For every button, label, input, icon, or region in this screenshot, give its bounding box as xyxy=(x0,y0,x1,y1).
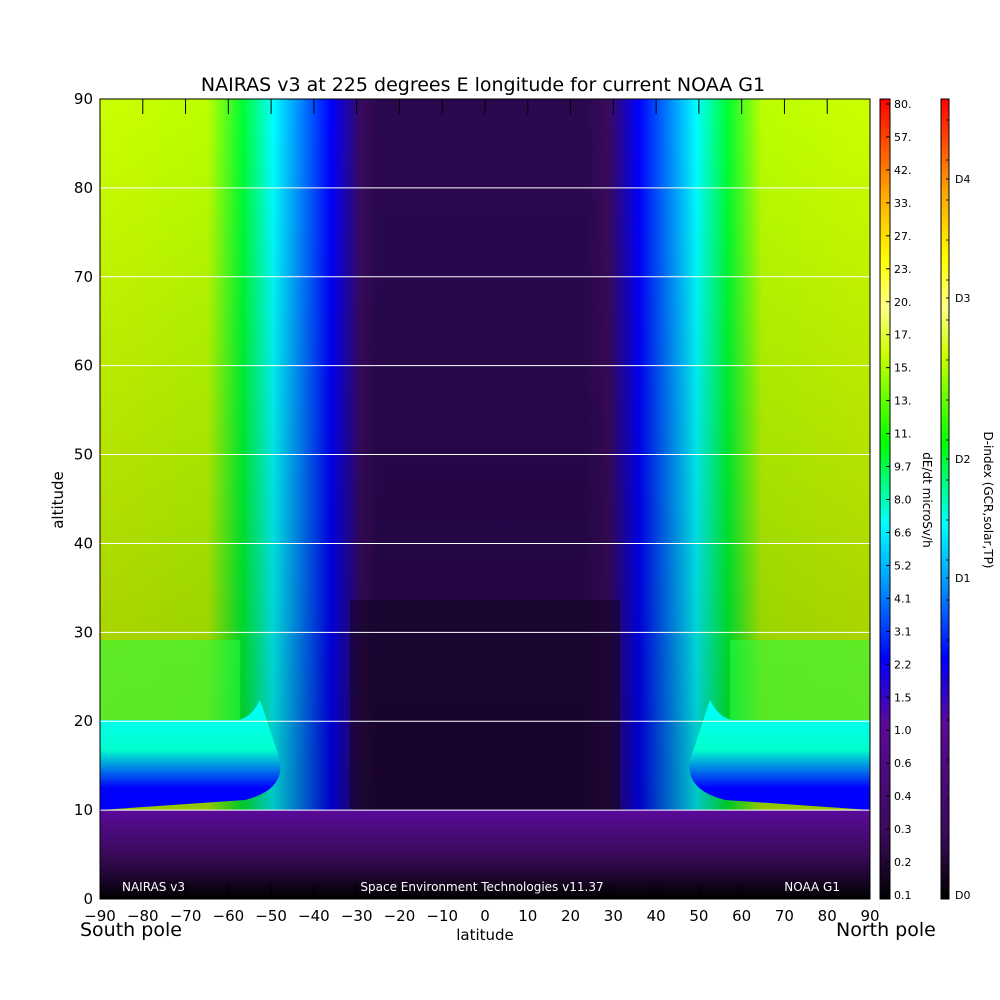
dose-colorbar-tick-label: 1.5 xyxy=(894,691,912,704)
dose-colorbar-tick-label: 11. xyxy=(894,428,912,441)
y-tick-label: 20 xyxy=(74,712,93,730)
dose-colorbar-tick-label: 0.4 xyxy=(894,790,912,803)
dose-colorbar-tick-label: 80. xyxy=(894,98,912,111)
dindex-colorbar-ticks: D0 D1 D2 D3 D4 xyxy=(946,119,970,902)
x-tick-label: −50 xyxy=(255,907,287,925)
dose-colorbar-tick-label: 42. xyxy=(894,164,912,177)
y-tick-label: 40 xyxy=(74,534,93,552)
dose-colorbar-tick-label: 27. xyxy=(894,230,912,243)
dindex-colorbar-label: D-index (GCR,solar,TP) xyxy=(981,431,995,568)
x-tick-label: 0 xyxy=(480,907,490,925)
dindex-colorbar-tick-label: D1 xyxy=(955,572,970,585)
x-tick-label: 20 xyxy=(561,907,580,925)
dose-colorbar-tick-label: 5.2 xyxy=(894,559,912,572)
dose-colorbar-tick-label: 9.7 xyxy=(894,461,912,474)
y-tick-label: 10 xyxy=(74,801,93,819)
dose-colorbar-tick-label: 0.1 xyxy=(894,889,912,902)
x-tick-label: −70 xyxy=(170,907,202,925)
dose-colorbar-tick-label: 0.2 xyxy=(894,856,912,869)
heatmap-field xyxy=(100,99,870,899)
x-tick-label: 70 xyxy=(775,907,794,925)
dose-colorbar-tick-label: 0.3 xyxy=(894,823,912,836)
x-tick-label: 40 xyxy=(647,907,666,925)
dose-colorbar-tick-label: 57. xyxy=(894,131,912,144)
y-tick-label: 70 xyxy=(74,268,93,286)
dindex-colorbar-tick-label: D0 xyxy=(955,889,970,902)
dose-colorbar-tick-label: 4.1 xyxy=(894,592,912,605)
dose-colorbar: 0.1 0.2 0.3 0.4 0.6 1.0 1.5 2.2 3.1 4.1 5.2 6.6 8.0 9… xyxy=(879,98,934,902)
dose-colorbar-tick-label: 6.6 xyxy=(894,526,912,539)
x-tick-label: −20 xyxy=(384,907,416,925)
x-tick-label: 90 xyxy=(860,907,879,925)
x-axis-ticks: −90 −80 −70 −60 −50 −40 −30 −20 −10 0 10 20 30 40 50 60… xyxy=(84,99,880,925)
chart-title: NAIRAS v3 at 225 degrees E longitude for… xyxy=(201,74,765,96)
heatmap-lowband-north xyxy=(689,700,870,810)
dindex-colorbar-tick-label: D3 xyxy=(955,292,970,305)
dose-colorbar-label: dE/dt microSv/h xyxy=(920,452,934,547)
grid-lines xyxy=(100,187,870,811)
y-axis-ticks: 0 10 20 30 40 50 60 70 80 90 xyxy=(74,90,93,908)
dose-colorbar-tick-label: 1.0 xyxy=(894,724,912,737)
dose-colorbar-tick-label: 3.1 xyxy=(894,625,912,638)
x-tick-label: −30 xyxy=(341,907,373,925)
dose-colorbar-tick-label: 2.2 xyxy=(894,658,912,671)
y-tick-label: 60 xyxy=(74,357,93,375)
x-tick-label: 50 xyxy=(689,907,708,925)
y-tick-label: 80 xyxy=(74,179,93,197)
x-tick-label: −60 xyxy=(213,907,245,925)
dose-colorbar-tick-label: 8.0 xyxy=(894,494,912,507)
dose-colorbar-tick-label: 23. xyxy=(894,263,912,276)
dose-colorbar-tick-label: 15. xyxy=(894,362,912,375)
annotation-nairas: NAIRAS v3 xyxy=(122,880,185,894)
dose-colorbar-tick-label: 13. xyxy=(894,395,912,408)
dindex-colorbar: D0 D1 D2 D3 D4 D-index (GCR,solar,TP) xyxy=(940,98,995,902)
dose-colorbar-tick-label: 0.6 xyxy=(894,757,912,770)
south-pole-label: South pole xyxy=(80,919,182,941)
heatmap-green-south xyxy=(100,640,240,720)
y-tick-label: 50 xyxy=(74,446,93,464)
x-tick-label: 80 xyxy=(818,907,837,925)
x-tick-label: −90 xyxy=(84,907,116,925)
dindex-colorbar-fill xyxy=(940,98,950,900)
y-tick-label: 90 xyxy=(74,90,93,108)
annotation-set: Space Environment Technologies v11.37 xyxy=(360,880,603,894)
dindex-colorbar-tick-label: D4 xyxy=(955,173,970,186)
heatmap-lowband-south xyxy=(100,700,281,810)
dose-colorbar-tick-label: 33. xyxy=(894,197,912,210)
annotation-noaa: NOAA G1 xyxy=(784,880,840,894)
y-tick-label: 0 xyxy=(83,890,93,908)
x-tick-label: 30 xyxy=(604,907,623,925)
y-tick-label: 30 xyxy=(74,623,93,641)
dose-colorbar-tick-label: 17. xyxy=(894,329,912,342)
heatmap-equator-dark xyxy=(350,600,620,810)
heatmap-green-north xyxy=(730,640,870,720)
x-tick-label: −10 xyxy=(426,907,458,925)
north-pole-label: North pole xyxy=(836,919,936,941)
x-tick-label: 10 xyxy=(518,907,537,925)
dose-colorbar-tick-label: 20. xyxy=(894,296,912,309)
x-tick-label: −40 xyxy=(298,907,330,925)
x-tick-label: −80 xyxy=(127,907,159,925)
dindex-colorbar-tick-label: D2 xyxy=(955,453,970,466)
y-axis-label: altitude xyxy=(49,471,67,529)
x-axis-label: latitude xyxy=(456,926,514,944)
x-tick-label: 60 xyxy=(732,907,751,925)
dose-colorbar-ticks: 0.1 0.2 0.3 0.4 0.6 1.0 1.5 2.2 3.1 4.1 5.2 6.6 8.0 9… xyxy=(886,98,912,902)
